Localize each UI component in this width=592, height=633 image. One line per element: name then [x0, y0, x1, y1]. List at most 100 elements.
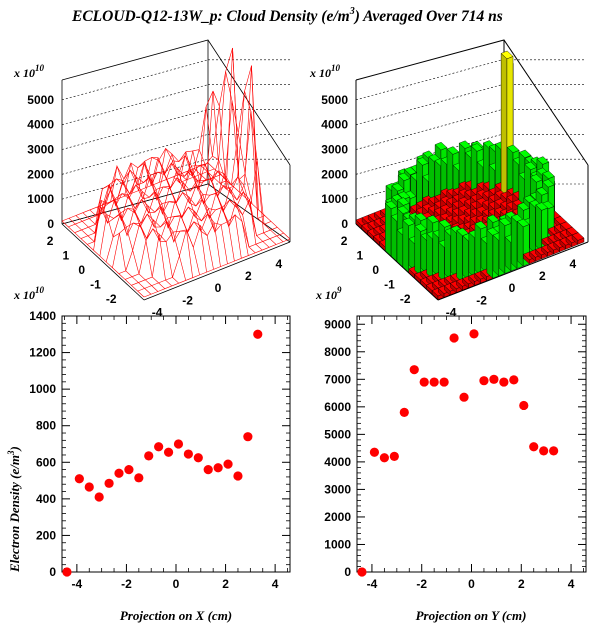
figure-title: ECLOUD-Q12-13W_p: Cloud Density (e/m3) A…	[71, 6, 503, 25]
lego-bar-top	[414, 212, 428, 221]
base-edge	[355, 223, 439, 301]
data-point	[549, 446, 559, 456]
y-tick-label: -2	[400, 292, 411, 306]
mesh-line	[118, 111, 265, 274]
lego-bar-side	[438, 241, 445, 283]
mesh-line	[82, 199, 166, 289]
x-tick-label: 0	[468, 577, 475, 591]
y-tick-label: 0	[372, 263, 379, 277]
mesh-line	[93, 47, 240, 251]
lego-bar-top	[391, 183, 405, 192]
lego-bar-top	[518, 149, 532, 159]
tr-multiplier: x 1010	[309, 63, 341, 80]
y-tick-label: 1200	[29, 346, 56, 360]
x-tick-label: 4	[569, 257, 576, 271]
data-point	[439, 377, 449, 387]
mesh-line	[110, 164, 193, 278]
tl-multiplier: x 1010	[13, 63, 45, 80]
data-point	[469, 329, 479, 339]
data-point	[144, 451, 154, 461]
back-grid-line	[61, 84, 209, 125]
mesh-line	[143, 238, 291, 298]
data-point	[409, 365, 419, 375]
data-point	[253, 329, 263, 339]
data-point	[509, 375, 519, 385]
mesh-line	[179, 149, 263, 251]
lego-bar-top	[458, 140, 472, 149]
lego-bar-top	[530, 174, 543, 183]
x-tick-label: 2	[518, 577, 525, 591]
y-tick-label: 1	[357, 248, 364, 262]
back-grid-line	[61, 183, 209, 225]
y-tick-label: 1	[63, 248, 70, 262]
lego-bar-side	[474, 223, 482, 276]
lego-bar-side	[402, 219, 409, 274]
lego-bar-side	[420, 234, 427, 274]
y-tick-label: 2000	[324, 510, 351, 524]
lego-bar-side	[492, 234, 500, 277]
lego-bar-top	[397, 172, 411, 181]
bl-ylabel: Electron Density (e/m3)	[6, 446, 22, 573]
x-tick-label: -4	[367, 577, 378, 591]
lego-bar-side	[385, 202, 392, 258]
mesh-line	[159, 147, 242, 259]
data-point	[203, 465, 213, 475]
y-tick-label: 0	[344, 565, 351, 579]
y-tick-label: 1000	[324, 537, 351, 551]
lego-bar-top	[536, 156, 550, 165]
mesh-line	[96, 183, 179, 284]
lego-bar-top	[542, 170, 555, 179]
lego-bar-top	[500, 50, 514, 60]
br-xlabel: Projection on Y (cm)	[416, 608, 527, 623]
lego-bar-top	[397, 197, 410, 206]
x-tick-label: 2	[245, 269, 252, 283]
z-tick-label: 1000	[321, 192, 348, 206]
data-point	[104, 478, 114, 488]
data-point	[183, 449, 193, 459]
mesh-line	[124, 160, 272, 280]
data-point	[369, 447, 380, 457]
x-tick-label: 4	[568, 577, 575, 591]
lego-bar-side	[444, 230, 451, 280]
lego-bar-top	[517, 202, 530, 211]
data-point	[357, 567, 367, 577]
data-point	[529, 442, 539, 452]
y-tick-label: 0	[49, 565, 56, 579]
data-point	[429, 377, 439, 387]
x-tick-label: -2	[182, 293, 193, 307]
mesh-line	[207, 162, 291, 240]
data-point	[489, 374, 499, 384]
br-multiplier: x 109	[315, 285, 342, 302]
lego-bar-side	[390, 215, 398, 263]
base-edge	[437, 241, 589, 301]
data-point	[114, 468, 124, 478]
z-tick-label: 3000	[321, 143, 348, 157]
z-tick-label: 5000	[321, 93, 348, 107]
data-point	[163, 447, 174, 457]
y-tick-label: 8000	[324, 345, 351, 359]
lego-bar-top	[426, 214, 440, 224]
mesh-line	[145, 157, 228, 264]
mesh-line	[112, 65, 259, 268]
data-point	[499, 377, 509, 387]
mesh-line	[103, 178, 187, 281]
lego-bar-top	[541, 179, 555, 188]
data-point	[124, 465, 134, 475]
y-tick-label: 400	[36, 492, 56, 506]
x-tick-label: -2	[121, 577, 132, 591]
x-tick-label: 2	[222, 577, 229, 591]
back-grid-line	[355, 158, 503, 200]
lego-bar-side	[529, 201, 536, 254]
lego-bar-top	[524, 161, 538, 170]
z-tick-label: 4000	[27, 118, 54, 132]
y-tick-label: 800	[36, 419, 56, 433]
lego-bar-side	[426, 233, 433, 280]
z-tick-label: 2000	[321, 167, 348, 181]
data-point	[379, 453, 389, 463]
mesh-line	[61, 220, 145, 298]
lego-bar-top	[498, 217, 512, 226]
lego-bar-side	[396, 229, 404, 268]
scatter-plot-y: x 109 0 1000 2000 3000 4000 5000 6000 7000 8000 9…	[315, 285, 587, 623]
